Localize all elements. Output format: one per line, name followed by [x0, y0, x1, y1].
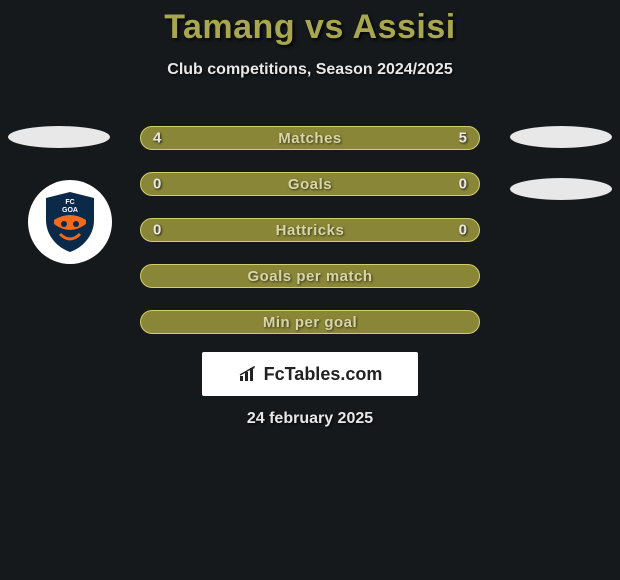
- stat-row-goals-per-match: Goals per match: [140, 264, 480, 288]
- stat-right-value: 5: [459, 130, 467, 147]
- stat-left-value: 4: [153, 130, 161, 147]
- badge-text-bottom: GOA: [62, 207, 78, 214]
- stat-left-value: 0: [153, 222, 161, 239]
- page-subtitle: Club competitions, Season 2024/2025: [0, 61, 620, 79]
- page-title: Tamang vs Assisi: [0, 0, 620, 47]
- stat-row-matches: 4 Matches 5: [140, 126, 480, 150]
- brand-box[interactable]: FcTables.com: [202, 352, 418, 396]
- player-slot-right-1: [510, 126, 612, 148]
- stat-right-value: 0: [459, 176, 467, 193]
- stat-label: Goals: [288, 176, 332, 193]
- stat-row-goals: 0 Goals 0: [140, 172, 480, 196]
- player-slot-left-1: [8, 126, 110, 148]
- stat-label: Matches: [278, 130, 342, 147]
- bars-icon: [238, 365, 260, 383]
- brand-text: FcTables.com: [264, 364, 383, 385]
- stats-rows: 4 Matches 5 0 Goals 0 0 Hattricks 0 Goal…: [140, 126, 480, 356]
- footer-date: 24 february 2025: [0, 410, 620, 428]
- stat-right-value: 0: [459, 222, 467, 239]
- stat-row-min-per-goal: Min per goal: [140, 310, 480, 334]
- stat-left-value: 0: [153, 176, 161, 193]
- stat-row-hattricks: 0 Hattricks 0: [140, 218, 480, 242]
- player-slot-right-2: [510, 178, 612, 200]
- stat-label: Hattricks: [276, 222, 345, 239]
- stat-label: Goals per match: [247, 268, 372, 285]
- fc-goa-shield-icon: FC GOA: [42, 190, 98, 254]
- team-badge: FC GOA: [28, 180, 112, 264]
- stat-label: Min per goal: [263, 314, 357, 331]
- badge-text-top: FC: [65, 199, 74, 206]
